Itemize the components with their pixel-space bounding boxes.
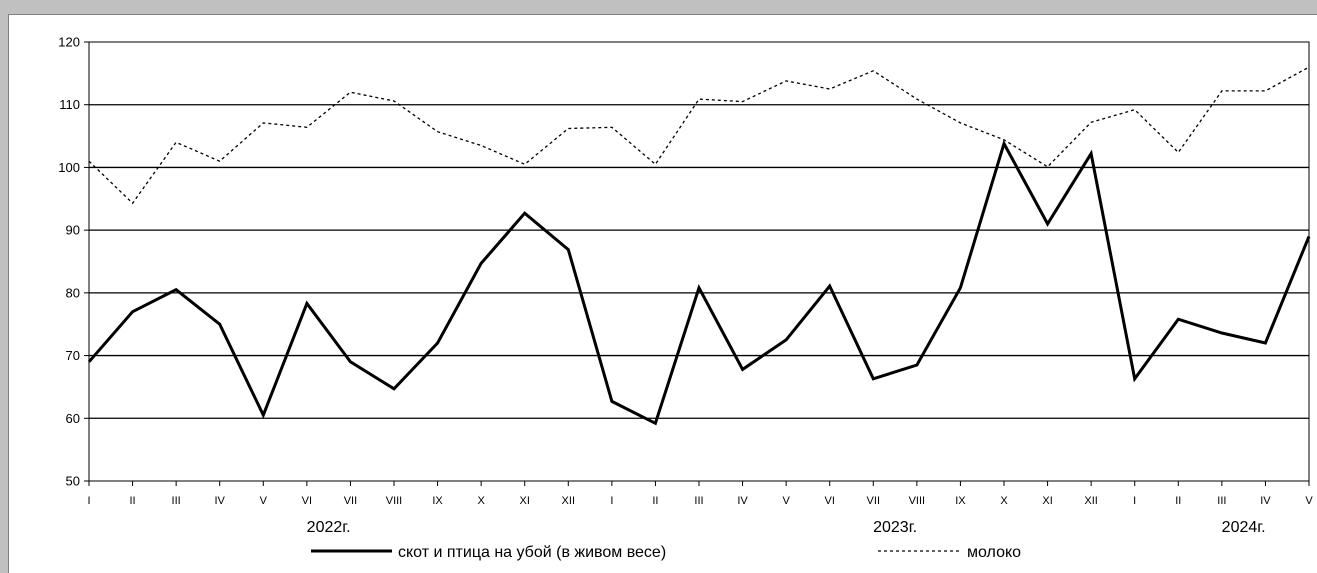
x-tick-label: IV: [1260, 495, 1271, 507]
year-label: 2024г.: [1222, 519, 1266, 536]
y-tick-label: 70: [66, 348, 80, 363]
x-tick-label: VIII: [386, 495, 403, 507]
x-tick-label: X: [477, 495, 485, 507]
legend-label-livestock: скот и птица на убой (в живом весе): [398, 544, 666, 561]
x-tick-label: V: [1305, 495, 1313, 507]
x-tick-label: I: [610, 495, 613, 507]
x-tick-label: III: [172, 495, 181, 507]
y-tick-label: 120: [58, 35, 80, 50]
x-tick-label: II: [130, 495, 136, 507]
year-label: 2022г.: [307, 519, 351, 536]
x-tick-label: III: [1217, 495, 1226, 507]
x-tick-label: XII: [1084, 495, 1097, 507]
x-tick-label: XII: [562, 495, 575, 507]
x-tick-label: I: [87, 495, 90, 507]
x-tick-label: VI: [302, 495, 312, 507]
x-tick-label: VII: [867, 495, 880, 507]
x-tick-label: II: [1175, 495, 1181, 507]
x-tick-label: I: [1133, 495, 1136, 507]
x-tick-label: III: [694, 495, 703, 507]
y-tick-label: 110: [59, 97, 80, 112]
y-tick-label: 80: [66, 285, 80, 300]
y-tick-label: 60: [66, 411, 80, 426]
x-tick-label: IX: [955, 495, 966, 507]
x-tick-label: II: [652, 495, 658, 507]
y-tick-label: 100: [58, 160, 80, 175]
x-tick-label: VII: [344, 495, 357, 507]
x-tick-label: IV: [737, 495, 748, 507]
x-tick-label: XI: [1042, 495, 1052, 507]
x-tick-label: V: [260, 495, 268, 507]
x-tick-label: V: [782, 495, 790, 507]
year-label: 2023г.: [873, 519, 917, 536]
y-tick-label: 90: [66, 223, 80, 238]
x-tick-label: IV: [215, 495, 226, 507]
plot-area: [89, 42, 1309, 481]
y-tick-label: 50: [66, 474, 80, 489]
legend-label-milk: молоко: [967, 544, 1021, 561]
x-tick-label: VIII: [909, 495, 926, 507]
x-tick-label: XI: [520, 495, 530, 507]
x-tick-label: X: [1000, 495, 1008, 507]
x-tick-label: VI: [825, 495, 835, 507]
x-tick-label: IX: [432, 495, 443, 507]
